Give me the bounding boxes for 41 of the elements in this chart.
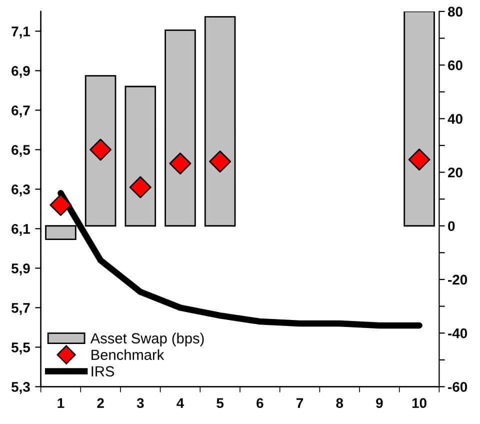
legend-label: Benchmark — [92, 349, 164, 360]
x-tick-label: 1 — [58, 398, 64, 408]
y2-tick-label: 60 — [448, 60, 462, 70]
bar — [204, 16, 236, 227]
x-tick-label: 5 — [216, 398, 224, 408]
x-tick-label: 3 — [136, 398, 144, 408]
point — [129, 176, 152, 198]
x-tick-label: 4 — [176, 398, 184, 408]
y2-tick-label: -40 — [448, 328, 468, 338]
x-tick-label: 8 — [336, 398, 344, 408]
y2-tick-label: -60 — [448, 382, 468, 392]
bar — [404, 11, 435, 227]
point — [408, 148, 430, 171]
x-tick-label: 9 — [376, 398, 383, 408]
point — [209, 150, 232, 173]
y2-tick-label: 20 — [448, 168, 462, 178]
y2-tick-label: 0 — [448, 221, 455, 232]
y-tick-label: 6,5 — [12, 145, 30, 157]
bar — [164, 30, 196, 227]
y-tick-label: 6,7 — [12, 106, 30, 118]
y2-tick-label: -20 — [448, 274, 468, 285]
y-tick-label: 5,5 — [12, 342, 30, 354]
y-tick-label: 6,3 — [12, 184, 30, 196]
x-tick-label: 10 — [412, 398, 426, 408]
y-tick-label: 5,7 — [12, 303, 30, 315]
x-tick-label: 7 — [296, 398, 304, 408]
y-tick-label: 6,9 — [12, 66, 30, 78]
y2-tick-label: 80 — [448, 6, 462, 17]
x-tick-label: 6 — [256, 398, 264, 408]
y-tick-label: 6,1 — [12, 224, 30, 236]
bar — [124, 86, 156, 227]
x-tick-label: 2 — [97, 398, 104, 408]
y2-tick-label: 40 — [448, 114, 462, 124]
y-tick-label: 5,9 — [12, 264, 30, 276]
y-tick-label: 7,1 — [12, 26, 30, 38]
point — [169, 152, 192, 175]
legend-label: IRS — [92, 366, 114, 377]
legend-label: Asset Swap (bps) — [90, 332, 204, 346]
point — [50, 194, 72, 216]
y-tick-label: 5,3 — [12, 382, 30, 394]
point — [90, 138, 112, 161]
